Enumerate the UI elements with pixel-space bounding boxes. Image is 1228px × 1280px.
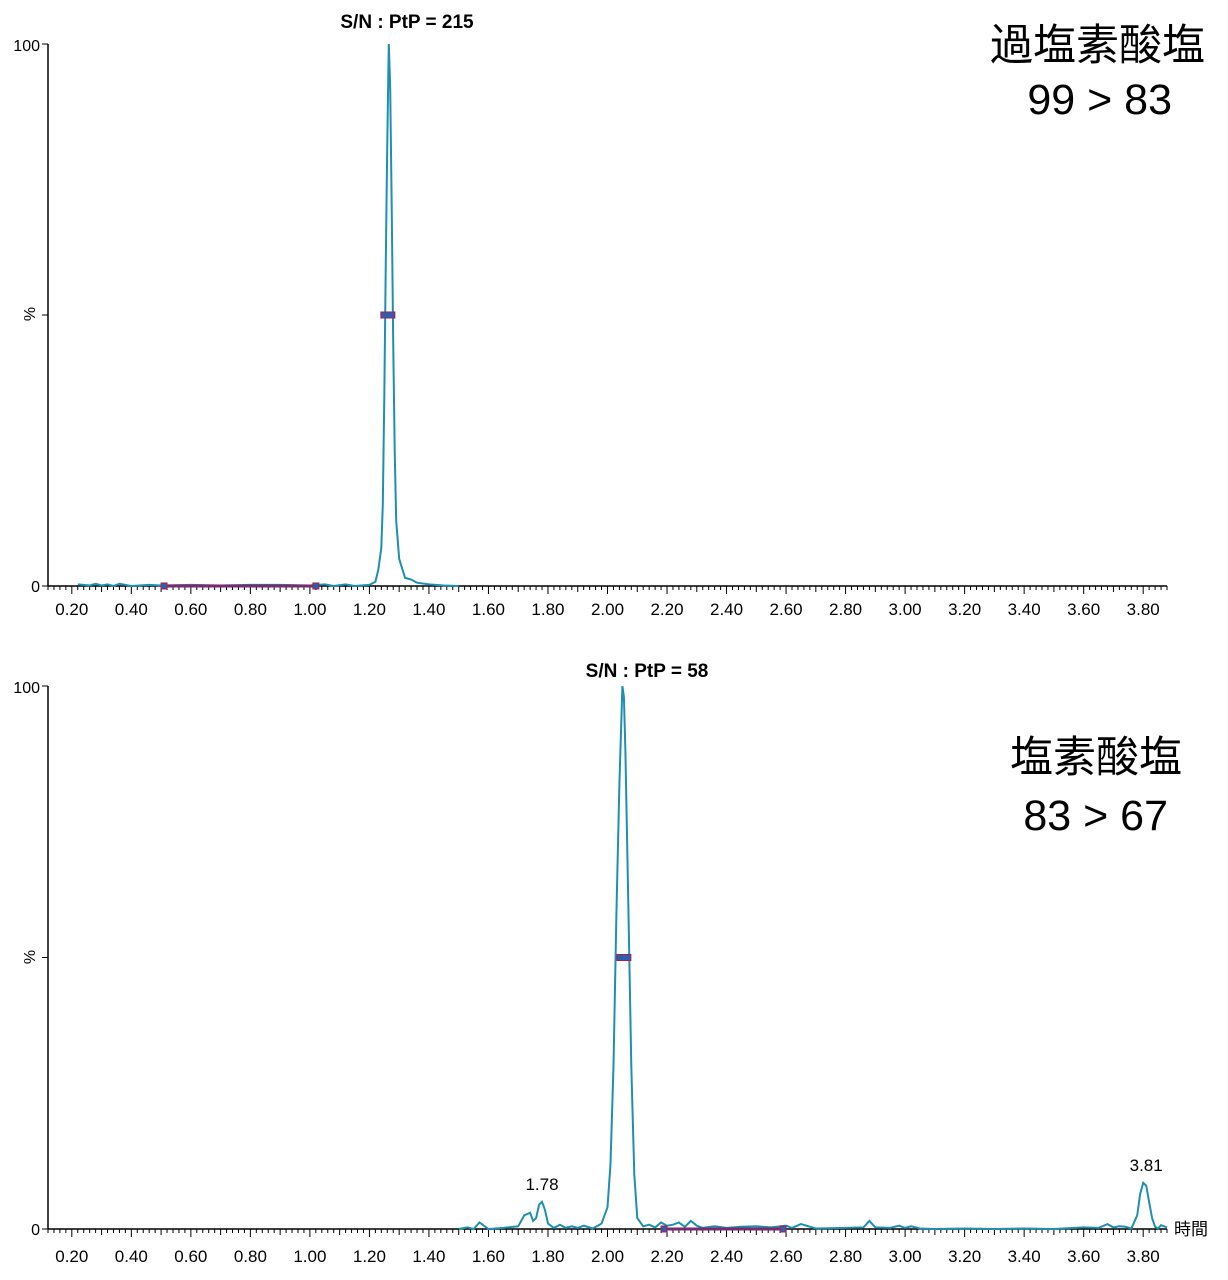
integration-marks <box>616 954 787 1233</box>
half-height-marker <box>380 311 396 319</box>
x-tick-label: 3.00 <box>889 600 922 619</box>
x-tick-label: 1.00 <box>293 600 326 619</box>
x-tick-label: 1.60 <box>472 600 505 619</box>
chromatogram-trace <box>458 685 1168 1231</box>
peak-label: 3.81 <box>1130 1156 1163 1175</box>
x-tick-label: 0.40 <box>115 1247 148 1266</box>
x-tick-label: 1.20 <box>353 600 386 619</box>
x-axis-ticks <box>47 586 1168 594</box>
x-tick-label: 0.40 <box>115 600 148 619</box>
peak-label: 1.78 <box>525 1175 558 1194</box>
x-tick-label: 3.40 <box>1008 1247 1041 1266</box>
baseline-endpoint-marker <box>779 1225 787 1233</box>
x-tick-label: 1.80 <box>531 1247 564 1266</box>
baseline-endpoint-marker <box>312 582 320 590</box>
y-axis-label: % <box>22 950 39 964</box>
x-axis-tick-labels: 0.20 0.40 0.60 0.80 1.00 1.20 1.40 1.60 1.80 2.00… <box>55 1247 1159 1266</box>
y-tick-label-0: 0 <box>31 1222 40 1239</box>
signal-to-noise-title: S/N : PtP = 215 <box>340 12 474 33</box>
chromatogram-trace <box>77 43 459 588</box>
x-tick-label: 3.60 <box>1067 600 1100 619</box>
x-tick-label: 0.20 <box>55 600 88 619</box>
x-tick-label: 1.40 <box>412 600 445 619</box>
x-tick-label: 2.40 <box>710 1247 743 1266</box>
chromatogram-panel-perchlorate: S/N : PtP = 215 過塩素酸塩 99 > 83 100 0 % 0.… <box>13 12 1205 619</box>
signal-to-noise-title: S/N : PtP = 58 <box>586 661 709 682</box>
x-tick-label: 2.60 <box>770 1247 803 1266</box>
panel-axes <box>42 685 1167 1230</box>
x-tick-label: 2.20 <box>650 1247 683 1266</box>
x-tick-label: 3.60 <box>1067 1247 1100 1266</box>
x-tick-label: 1.80 <box>531 600 564 619</box>
x-tick-label: 0.60 <box>174 600 207 619</box>
x-tick-label: 2.00 <box>591 600 624 619</box>
x-tick-label: 2.20 <box>650 600 683 619</box>
x-tick-label: 1.20 <box>353 1247 386 1266</box>
x-tick-label: 0.80 <box>234 600 267 619</box>
x-tick-label: 2.40 <box>710 600 743 619</box>
panel-axes <box>42 43 1167 587</box>
x-tick-label: 1.00 <box>293 1247 326 1266</box>
y-axis-label: % <box>22 307 39 321</box>
compound-name-label: 過塩素酸塩 <box>990 22 1205 70</box>
x-tick-label: 3.80 <box>1127 1247 1160 1266</box>
x-tick-label: 0.80 <box>234 1247 267 1266</box>
x-tick-label: 3.80 <box>1127 600 1160 619</box>
x-axis-ticks <box>47 1229 1168 1237</box>
x-axis-tick-labels: 0.20 0.40 0.60 0.80 1.00 1.20 1.40 1.60 1.80 2.00… <box>55 600 1159 619</box>
peak-labels: 1.78 3.81 <box>525 1156 1162 1194</box>
chromatogram-panel-chlorate: S/N : PtP = 58 塩素酸塩 83 > 67 100 0 % 時間 0… <box>13 661 1208 1266</box>
baseline-endpoint-marker <box>160 582 168 590</box>
transition-label: 99 > 83 <box>1027 76 1172 124</box>
x-tick-label: 3.40 <box>1008 600 1041 619</box>
x-tick-label: 2.60 <box>770 600 803 619</box>
series-group <box>458 685 1168 1231</box>
x-tick-label: 2.80 <box>829 600 862 619</box>
x-tick-label: 2.80 <box>829 1247 862 1266</box>
compound-name-label: 塩素酸塩 <box>1010 734 1182 782</box>
x-tick-label: 3.00 <box>889 1247 922 1266</box>
x-tick-label: 3.20 <box>948 600 981 619</box>
integration-marks <box>160 311 396 590</box>
series-group <box>77 43 459 588</box>
x-tick-label: 3.20 <box>948 1247 981 1266</box>
y-tick-label-100: 100 <box>13 38 40 55</box>
x-axis-label: 時間 <box>1174 1220 1208 1239</box>
baseline-endpoint-marker <box>660 1225 668 1233</box>
y-tick-label-0: 0 <box>31 579 40 596</box>
half-height-marker <box>616 954 632 961</box>
x-tick-label: 2.00 <box>591 1247 624 1266</box>
x-tick-label: 1.60 <box>472 1247 505 1266</box>
x-tick-label: 0.60 <box>174 1247 207 1266</box>
x-tick-label: 1.40 <box>412 1247 445 1266</box>
transition-label: 83 > 67 <box>1023 792 1168 840</box>
x-tick-label: 0.20 <box>55 1247 88 1266</box>
y-tick-label-100: 100 <box>13 680 40 697</box>
